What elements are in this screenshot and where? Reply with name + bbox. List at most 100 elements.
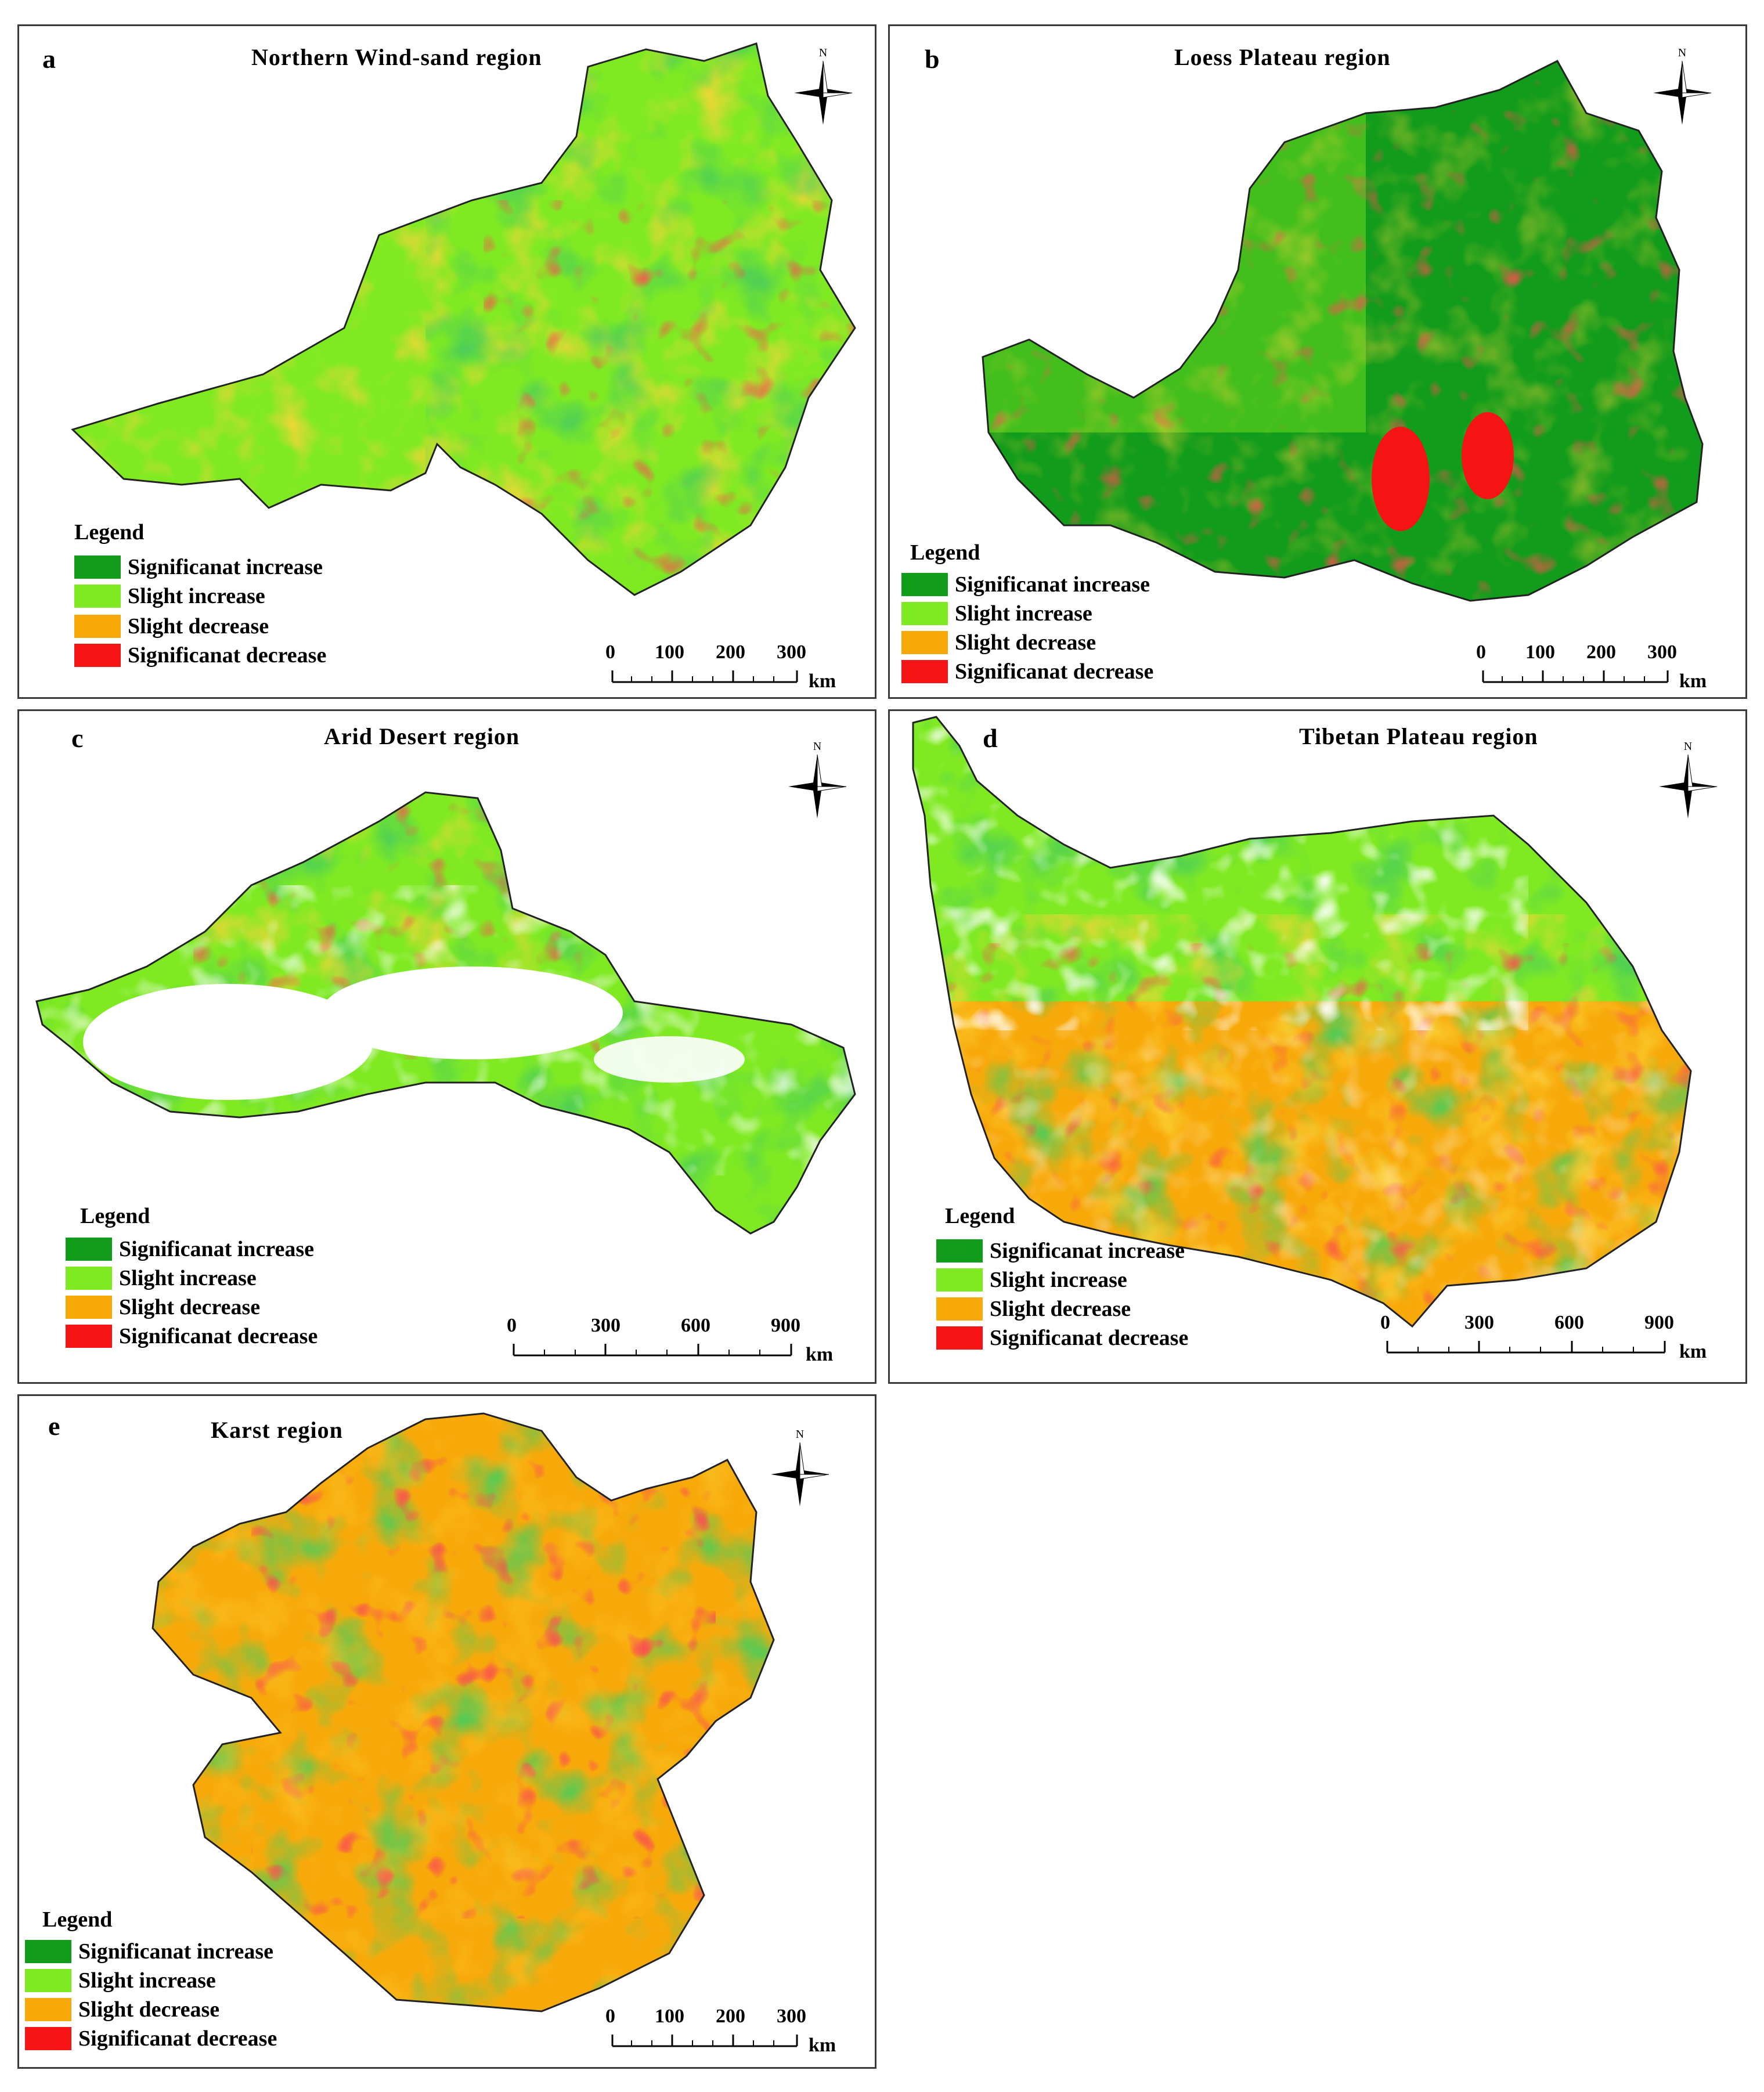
- legend-item-significant-decrease: Significanat decrease: [66, 1323, 318, 1349]
- panel-d-tibetan-plateau: d Tibetan Plateau region N Legend Signif…: [888, 709, 1747, 1384]
- swatch: [66, 1238, 112, 1261]
- legend-title: Legend: [910, 540, 980, 565]
- scale-tick-label: 0: [1476, 641, 1486, 663]
- north-arrow-icon: N: [1659, 740, 1718, 818]
- legend-item-slight-increase: Slight increase: [66, 1265, 257, 1291]
- scale-tick-label: 300: [777, 2006, 806, 2027]
- legend-label: Significanat increase: [990, 1239, 1185, 1263]
- legend-label: Significanat decrease: [119, 1324, 318, 1348]
- legend-item-slight-increase: Slight increase: [25, 1968, 216, 1993]
- scale-bar-line: [1482, 670, 1669, 683]
- panel-letter: e: [48, 1411, 60, 1441]
- legend-label: Significanat increase: [128, 555, 323, 579]
- scale-tick-label: 200: [1586, 641, 1616, 663]
- scale-tick-label: 0: [605, 641, 615, 663]
- legend-item-slight-decrease: Slight decrease: [936, 1296, 1131, 1322]
- map-karst: [151, 1412, 775, 2012]
- swatch: [74, 556, 121, 579]
- scale-bar: 0 300 600 900 km: [507, 1315, 867, 1379]
- panel-letter: d: [983, 723, 998, 753]
- legend-item-significant-decrease: Significanat decrease: [74, 643, 326, 668]
- north-arrow-icon: N: [794, 46, 853, 125]
- panel-c-arid-desert: c Arid Desert region N Legend Significan…: [17, 709, 876, 1384]
- legend-title: Legend: [42, 1907, 113, 1932]
- swatch: [936, 1268, 983, 1292]
- map-loess-plateau: [982, 60, 1704, 602]
- scale-tick-label: 100: [655, 2006, 684, 2027]
- legend-item-slight-increase: Slight increase: [936, 1267, 1127, 1293]
- legend-label: Significanat decrease: [990, 1326, 1189, 1350]
- legend-label: Significanat decrease: [955, 659, 1154, 684]
- legend-label: Slight decrease: [955, 630, 1096, 655]
- swatch: [66, 1325, 112, 1348]
- swatch: [25, 2027, 71, 2050]
- panel-letter: b: [925, 44, 940, 74]
- north-arrow-icon: N: [788, 740, 847, 818]
- north-label: N: [796, 1428, 804, 1441]
- scale-tick-label: 200: [716, 641, 745, 663]
- map-northern-wind-sand: [71, 42, 856, 596]
- panel-e-karst: e Karst region N Legend Significanat inc…: [17, 1394, 876, 2069]
- swatch: [901, 660, 948, 683]
- scale-tick-label: 300: [591, 1315, 621, 1336]
- legend-item-slight-increase: Slight increase: [74, 583, 265, 609]
- scale-unit: km: [1679, 1341, 1707, 1362]
- legend-label: Slight decrease: [990, 1297, 1131, 1321]
- legend-title: Legend: [74, 520, 145, 544]
- scale-bar: 0 100 200 300 km: [1476, 641, 1731, 697]
- legend-label: Slight decrease: [119, 1295, 261, 1319]
- legend-title: Legend: [80, 1204, 150, 1228]
- scale-bar: 0 100 200 300 km: [605, 2006, 861, 2067]
- scale-bar-line: [1386, 1341, 1666, 1354]
- legend-item-significant-decrease: Significanat decrease: [25, 2026, 277, 2051]
- scale-tick-label: 900: [771, 1315, 800, 1336]
- panel-title: Loess Plateau region: [1174, 44, 1391, 70]
- legend-label: Significanat decrease: [128, 643, 327, 668]
- north-label: N: [1678, 46, 1686, 59]
- legend-label: Significanat increase: [119, 1237, 315, 1261]
- scale-bar-line: [611, 2035, 798, 2047]
- scale-tick-label: 300: [1464, 1312, 1494, 1333]
- panel-a-northern-wind-sand: a Northern Wind-sand region N Legend Sig…: [17, 24, 876, 699]
- swatch: [25, 1998, 71, 2021]
- swatch: [936, 1239, 983, 1263]
- scale-tick-label: 600: [681, 1315, 710, 1336]
- scale-tick-label: 300: [1647, 641, 1677, 663]
- legend-item-slight-decrease: Slight decrease: [74, 614, 269, 639]
- swatch: [74, 615, 121, 638]
- legend-label: Significanat increase: [78, 1939, 274, 1964]
- legend-item-significant-decrease: Significanat decrease: [901, 659, 1153, 684]
- scale-bar: 0 300 600 900 km: [1380, 1312, 1740, 1376]
- panel-title: Arid Desert region: [324, 723, 520, 749]
- north-arrow-icon: N: [771, 1428, 829, 1506]
- scale-tick-label: 0: [1380, 1312, 1390, 1333]
- legend-item-significant-increase: Significanat increase: [25, 1939, 273, 1964]
- panel-b-loess-plateau: b Loess Plateau region N Legend Signific…: [888, 24, 1747, 699]
- legend-label: Slight decrease: [128, 614, 269, 639]
- legend-item-significant-increase: Significanat increase: [66, 1236, 314, 1262]
- scale-tick-label: 300: [777, 641, 806, 663]
- swatch: [74, 585, 121, 608]
- map-tibetan-plateau: [912, 716, 1692, 1328]
- legend-item-slight-decrease: Slight decrease: [66, 1294, 260, 1320]
- scale-tick-label: 0: [507, 1315, 517, 1336]
- swatch: [66, 1296, 112, 1319]
- north-label: N: [819, 46, 827, 59]
- scale-unit: km: [806, 1344, 834, 1365]
- legend-label: Slight decrease: [78, 1997, 220, 2022]
- swatch: [936, 1326, 983, 1350]
- legend-item-slight-increase: Slight increase: [901, 601, 1092, 626]
- legend-item-significant-increase: Significanat increase: [901, 572, 1150, 597]
- north-arrow-icon: N: [1653, 46, 1712, 125]
- scale-tick-label: 900: [1644, 1312, 1674, 1333]
- scale-tick-label: 100: [1525, 641, 1555, 663]
- legend-label: Slight increase: [78, 1968, 216, 1993]
- scale-tick-label: 200: [716, 2006, 745, 2027]
- legend-label: Slight increase: [990, 1268, 1127, 1292]
- swatch: [901, 631, 948, 654]
- swatch: [936, 1297, 983, 1321]
- scale-tick-label: 100: [655, 641, 684, 663]
- panel-letter: c: [71, 723, 84, 753]
- panel-title: Tibetan Plateau region: [1299, 723, 1538, 749]
- swatch: [66, 1267, 112, 1290]
